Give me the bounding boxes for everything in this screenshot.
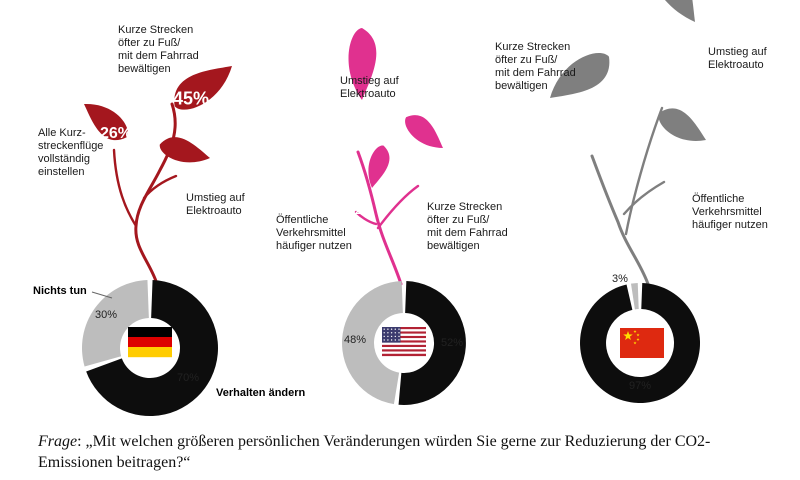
donut-slice-nothing [81,280,149,367]
leaf-category-label: Kurze Strecken öfter zu Fuß/mit dem Fahrr… [118,24,199,75]
donuts-layer [81,280,701,417]
plant-branch [622,180,666,216]
leaf-value-label: 45% [173,88,209,108]
legend-nothing-leader [91,291,113,299]
plant-branch [354,210,378,226]
plant-china: 61% 60% 49% [550,0,706,286]
leaf-category-label: Umstieg auf Elektroauto [340,75,400,100]
leaf-value-label: 18% [166,162,195,178]
leaf-category-label: Alle Kurz-streckenflüge vollständig einste… [38,127,103,178]
legend-nothing-label: Nichts tun [33,285,87,297]
leaf-category-label: Umstieg auf Elektroauto [708,46,768,71]
plant-branch [112,148,138,228]
leaf-usa-2 [368,145,390,188]
leaf-china-0 [665,0,695,22]
donut-slice-nothing [630,283,639,310]
leaf-value-label: 30% [344,131,376,148]
plant-stem [356,150,403,286]
donut-slice-nothing [342,281,403,405]
leaf-usa-1 [405,115,443,148]
plant-stem [134,102,177,286]
donut-slice-label: 97% [629,380,651,392]
donut-slice-label: 3% [612,273,628,285]
leaf-value-label: 26% [100,125,132,142]
plant-stem [590,154,650,286]
donut-slice-change [580,283,701,403]
donut-slice-change [86,280,219,417]
leaf-category-label: Umstieg auf Elektroauto [186,192,246,217]
leaf-category-label: Kurze Strecken öfter zu Fuß/mit dem Fahrr… [427,201,508,252]
donut-china [580,283,701,403]
donut-slice-label: 70% [177,372,199,384]
flag-us [382,327,426,357]
plant-deutschland: 45% 26% 18% [84,66,232,286]
leaf-china-1 [550,53,610,98]
leaf-value-label: 12% [349,205,371,217]
donut-deutschland [81,280,219,417]
plant-usa: 30% 22% 12% [344,28,443,286]
plant-branch [624,106,664,236]
donut-slice-label: 48% [344,334,366,346]
donut-slice-label: 30% [95,309,117,321]
plants-layer: 45% 26% 18% 30% 22% 12% 61% 60% 49% [84,0,706,286]
leaf-china-2 [658,108,706,141]
donut-usa [342,281,466,405]
leaf-category-label: Öffentliche Verkehrsmittel häufiger nutzen [276,214,352,252]
question-body: : „Mit welchen größeren persönlichen Ver… [38,433,711,471]
leaf-deutschland-1 [84,103,128,141]
question-label: Frage [38,433,78,450]
leaf-deutschland-2 [159,137,210,163]
leaf-deutschland-0 [174,66,232,110]
labels-layer: Kurze Strecken öfter zu Fuß/mit dem Fahrr… [33,24,768,399]
leaf-category-label: Kurze Strecken öfter zu Fuß/mit dem Fahrr… [495,41,576,92]
leaf-category-label: Öffentliche Verkehrsmittel häufiger nutzen [692,193,768,231]
question-text: Frage: „Mit welchen größeren persönliche… [38,431,778,473]
donut-slice-label: 52% [441,337,463,349]
plant-branch [142,174,178,200]
leaf-value-label: 49% [663,156,692,172]
leaf-usa-0 [348,28,377,100]
plant-branch [376,184,420,230]
flag-de [128,327,172,358]
leaf-value-label: 60% [564,121,596,138]
legend-change-label: Verhalten ändern [216,387,306,399]
donut-slice-change [398,281,466,405]
flag-cn [620,328,664,358]
leaf-value-label: 61% [647,53,681,72]
leaf-value-label: 22% [407,167,433,182]
